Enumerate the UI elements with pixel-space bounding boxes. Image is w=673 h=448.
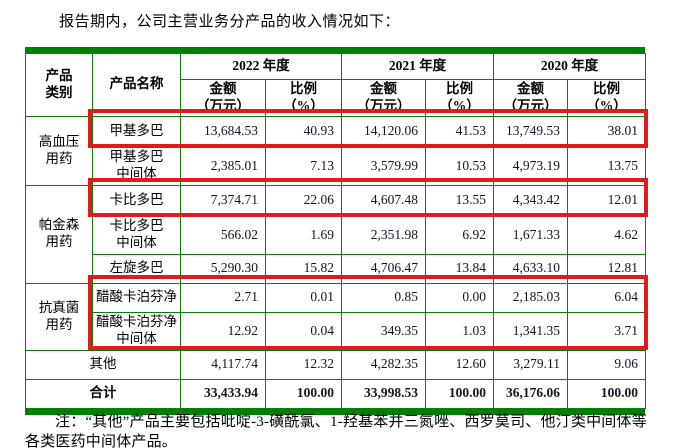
- amount-2021-cell: 4,607.48: [341, 184, 426, 217]
- amount-2020-cell: 36,176.06: [493, 378, 568, 409]
- product-name-cell: 醋酸卡泊芬净 中间体: [92, 311, 181, 351]
- amount-2022-cell: 33,433.94: [180, 378, 266, 409]
- product-name-cell: 甲基多巴 中间体: [92, 146, 181, 186]
- table-row-carbidopa-intermediate: 卡比多巴 中间体 566.02 1.69 2,351.98 6.92 1,671…: [26, 215, 646, 255]
- ratio-2022-cell: 15.82: [265, 253, 342, 284]
- table-row-carbidopa: 帕金森 用药 卡比多巴 7,374.71 22.06 4,607.48 13.5…: [25, 184, 646, 284]
- product-name-cell: 卡比多巴 中间体: [92, 215, 181, 255]
- ratio-2022-cell: 40.93: [265, 115, 342, 148]
- ratio-2021-cell: 100.00: [425, 378, 494, 409]
- amount-2022-cell: 566.02: [180, 215, 266, 255]
- amount-2020-cell: 2,185.03: [493, 282, 568, 313]
- ratio-2020-cell: 4.62: [567, 215, 646, 255]
- other-label-cell: 其他: [25, 349, 181, 380]
- table-row-methyldopa: 高血压 用药 甲基多巴 13,684.53 40.93 14,120.06 41…: [25, 115, 646, 186]
- amount-2021-cell: 0.85: [341, 282, 426, 313]
- header-year-2021: 2021 年度: [341, 53, 494, 80]
- header-product-category: 产品 类别: [25, 53, 93, 117]
- ratio-2022-cell: 100.00: [265, 378, 342, 409]
- amount-2020-cell: 1,341.35: [493, 311, 568, 351]
- ratio-2022-cell: 1.69: [265, 215, 342, 255]
- amount-2022-cell: 4,117.74: [180, 349, 266, 380]
- product-name-cell: 醋酸卡泊芬净: [92, 282, 181, 313]
- ratio-2020-cell: 12.01: [567, 184, 646, 217]
- table-row-other: 其他 4,117.74 12.32 4,282.35 12.60 3,279.1…: [25, 349, 646, 380]
- header-year-2020: 2020 年度: [493, 53, 646, 80]
- product-name-cell: 左旋多巴: [92, 253, 181, 284]
- amount-2021-cell: 33,998.53: [341, 378, 426, 409]
- ratio-2020-cell: 3.71: [567, 311, 646, 351]
- ratio-2020-cell: 12.81: [567, 253, 646, 284]
- ratio-2020-cell: 13.75: [567, 146, 646, 186]
- revenue-by-product-table: 产品 类别 产品名称 2022 年度 2021 年度 2020 年度 金额 （万…: [25, 53, 646, 409]
- ratio-2021-cell: 12.60: [425, 349, 494, 380]
- category-cell-hypertension: 高血压 用药: [25, 115, 93, 186]
- header-year-2022: 2022 年度: [180, 53, 342, 80]
- amount-2020-cell: 4,343.42: [493, 184, 568, 217]
- amount-2021-cell: 2,351.98: [341, 215, 426, 255]
- amount-2022-cell: 5,290.30: [180, 253, 266, 284]
- ratio-2021-cell: 41.53: [425, 115, 494, 148]
- header-ratio-2022: 比例 （%）: [265, 79, 342, 117]
- product-name-cell: 卡比多巴: [92, 184, 181, 217]
- amount-2021-cell: 4,282.35: [341, 349, 426, 380]
- amount-2020-cell: 3,279.11: [493, 349, 568, 380]
- total-label-cell: 合计: [25, 378, 181, 409]
- category-cell-antifungal: 抗真菌 用药: [25, 282, 93, 351]
- ratio-2021-cell: 6.92: [425, 215, 494, 255]
- amount-2022-cell: 13,684.53: [180, 115, 266, 148]
- amount-2022-cell: 7,374.71: [180, 184, 266, 217]
- header-row-years: 产品 类别 产品名称 2022 年度 2021 年度 2020 年度: [25, 53, 646, 117]
- amount-2020-cell: 4,633.10: [493, 253, 568, 284]
- header-amount-2020: 金额 （万元）: [493, 79, 568, 117]
- ratio-2022-cell: 12.32: [265, 349, 342, 380]
- revenue-table-wrapper: 产品 类别 产品名称 2022 年度 2021 年度 2020 年度 金额 （万…: [25, 47, 648, 415]
- header-product-name: 产品名称: [92, 53, 181, 117]
- amount-2022-cell: 2.71: [180, 282, 266, 313]
- ratio-2020-cell: 38.01: [567, 115, 646, 148]
- ratio-2020-cell: 9.06: [567, 349, 646, 380]
- amount-2022-cell: 12.92: [180, 311, 266, 351]
- ratio-2020-cell: 6.04: [567, 282, 646, 313]
- amount-2021-cell: 4,706.47: [341, 253, 426, 284]
- header-ratio-2020: 比例 （%）: [567, 79, 646, 117]
- table-row-caspofungin: 抗真菌 用药 醋酸卡泊芬净 2.71 0.01 0.85 0.00 2,185.…: [25, 282, 646, 351]
- ratio-2021-cell: 13.84: [425, 253, 494, 284]
- amount-2022-cell: 2,385.01: [180, 146, 266, 186]
- product-name-cell: 甲基多巴: [92, 115, 181, 148]
- footnote: 注：“其他”产品主要包括吡啶-3-磺酰氯、1-羟基苯并三氮唑、西罗莫司、他汀类中…: [25, 414, 647, 448]
- header-amount-2022: 金额 （万元）: [180, 79, 266, 117]
- table-row-levodopa: 左旋多巴 5,290.30 15.82 4,706.47 13.84 4,633…: [26, 253, 646, 284]
- ratio-2021-cell: 10.53: [425, 146, 494, 186]
- intro-paragraph: 报告期内，公司主营业务分产品的收入情况如下：: [59, 14, 401, 30]
- amount-2020-cell: 4,973.19: [493, 146, 568, 186]
- ratio-2022-cell: 7.13: [265, 146, 342, 186]
- table-row-methyldopa-intermediate: 甲基多巴 中间体 2,385.01 7.13 3,579.99 10.53 4,…: [26, 146, 646, 186]
- amount-2021-cell: 349.35: [341, 311, 426, 351]
- ratio-2020-cell: 100.00: [567, 378, 646, 409]
- ratio-2021-cell: 1.03: [425, 311, 494, 351]
- table-row-caspofungin-intermediate: 醋酸卡泊芬净 中间体 12.92 0.04 349.35 1.03 1,341.…: [26, 311, 646, 351]
- amount-2021-cell: 14,120.06: [341, 115, 426, 148]
- ratio-2021-cell: 13.55: [425, 184, 494, 217]
- ratio-2022-cell: 22.06: [265, 184, 342, 217]
- header-amount-2021: 金额 （万元）: [341, 79, 426, 117]
- amount-2020-cell: 13,749.53: [493, 115, 568, 148]
- ratio-2021-cell: 0.00: [425, 282, 494, 313]
- amount-2021-cell: 3,579.99: [341, 146, 426, 186]
- amount-2020-cell: 1,671.33: [493, 215, 568, 255]
- ratio-2022-cell: 0.04: [265, 311, 342, 351]
- header-ratio-2021: 比例 （%）: [425, 79, 494, 117]
- category-cell-parkinson: 帕金森 用药: [25, 184, 93, 284]
- ratio-2022-cell: 0.01: [265, 282, 342, 313]
- table-row-total: 合计 33,433.94 100.00 33,998.53 100.00 36,…: [25, 378, 646, 409]
